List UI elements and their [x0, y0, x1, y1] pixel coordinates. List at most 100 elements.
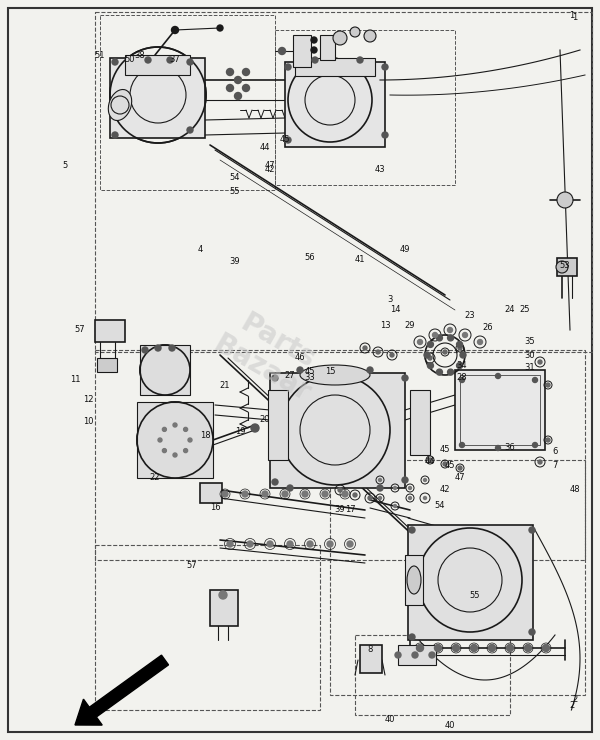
Circle shape	[173, 453, 177, 457]
Circle shape	[363, 346, 367, 350]
Circle shape	[148, 85, 168, 105]
Circle shape	[357, 57, 363, 63]
Circle shape	[368, 496, 372, 500]
Circle shape	[452, 645, 460, 651]
Text: 55: 55	[230, 187, 240, 197]
Circle shape	[187, 59, 193, 65]
Circle shape	[163, 448, 166, 453]
Text: 20: 20	[260, 415, 270, 425]
Text: 36: 36	[505, 443, 515, 452]
Circle shape	[227, 84, 233, 92]
Text: 44: 44	[425, 457, 435, 466]
Circle shape	[297, 367, 303, 373]
Circle shape	[112, 132, 118, 138]
Circle shape	[457, 363, 463, 369]
Text: 1: 1	[569, 12, 575, 21]
Text: 4: 4	[197, 246, 203, 255]
Text: 27: 27	[284, 371, 295, 380]
Circle shape	[227, 69, 233, 75]
Bar	[95, 545, 320, 710]
Text: 33: 33	[305, 374, 316, 383]
Bar	[275, 30, 455, 185]
Bar	[295, 58, 375, 76]
Circle shape	[390, 353, 394, 357]
Text: 48: 48	[569, 485, 580, 494]
Circle shape	[394, 486, 397, 489]
Text: 8: 8	[367, 645, 373, 654]
Bar	[355, 635, 510, 715]
Circle shape	[307, 541, 313, 547]
Circle shape	[342, 491, 348, 497]
Circle shape	[227, 541, 233, 547]
Circle shape	[428, 356, 432, 360]
Circle shape	[506, 645, 514, 651]
Circle shape	[557, 192, 573, 208]
Circle shape	[424, 352, 430, 358]
Circle shape	[311, 47, 317, 53]
Text: 1: 1	[572, 13, 578, 22]
Circle shape	[460, 570, 480, 590]
Text: 39: 39	[230, 258, 241, 266]
Bar	[268, 390, 288, 460]
Circle shape	[285, 137, 291, 143]
Circle shape	[436, 369, 442, 375]
Circle shape	[184, 428, 188, 431]
Text: 23: 23	[464, 311, 475, 320]
Bar	[100, 15, 275, 190]
Text: 28: 28	[457, 374, 467, 383]
Circle shape	[460, 352, 466, 358]
Text: 54: 54	[230, 173, 240, 183]
Text: 15: 15	[325, 368, 335, 377]
Circle shape	[235, 92, 241, 99]
Text: 11: 11	[70, 375, 80, 385]
Circle shape	[327, 541, 333, 547]
Circle shape	[322, 491, 328, 497]
Text: 57: 57	[187, 560, 197, 570]
Circle shape	[443, 462, 447, 466]
Text: 30: 30	[524, 351, 535, 360]
Circle shape	[448, 369, 454, 375]
Circle shape	[424, 497, 427, 500]
Text: 19: 19	[235, 428, 245, 437]
Bar	[270, 373, 405, 488]
Text: 42: 42	[440, 485, 450, 494]
Text: 2: 2	[572, 696, 578, 704]
Circle shape	[350, 27, 360, 37]
Circle shape	[409, 497, 412, 500]
Text: 29: 29	[405, 320, 415, 329]
Circle shape	[285, 64, 291, 70]
Text: 26: 26	[482, 323, 493, 332]
FancyArrow shape	[75, 655, 169, 725]
Text: 47: 47	[455, 474, 466, 482]
Bar	[405, 555, 423, 605]
Text: 2: 2	[569, 701, 575, 710]
Text: 56: 56	[305, 254, 316, 263]
Circle shape	[217, 25, 223, 31]
Circle shape	[382, 64, 388, 70]
Circle shape	[443, 350, 447, 354]
Bar	[95, 12, 592, 352]
Circle shape	[496, 374, 500, 378]
Circle shape	[409, 486, 412, 489]
Text: Parts
Bazaar: Parts Bazaar	[208, 302, 332, 408]
Circle shape	[282, 491, 288, 497]
Circle shape	[448, 328, 452, 332]
Circle shape	[247, 541, 253, 547]
Circle shape	[364, 30, 376, 42]
Circle shape	[112, 59, 118, 65]
Bar	[410, 390, 430, 455]
Circle shape	[496, 445, 500, 451]
Circle shape	[302, 491, 308, 497]
Circle shape	[409, 527, 415, 533]
Text: 37: 37	[170, 56, 181, 64]
Circle shape	[219, 591, 227, 599]
Text: 54: 54	[435, 500, 445, 510]
Circle shape	[376, 350, 380, 354]
Bar	[210, 590, 238, 626]
Circle shape	[163, 428, 166, 431]
Bar	[137, 402, 213, 478]
Bar	[455, 370, 545, 450]
Circle shape	[460, 377, 464, 383]
Text: 45: 45	[445, 460, 455, 469]
Bar	[408, 525, 533, 640]
